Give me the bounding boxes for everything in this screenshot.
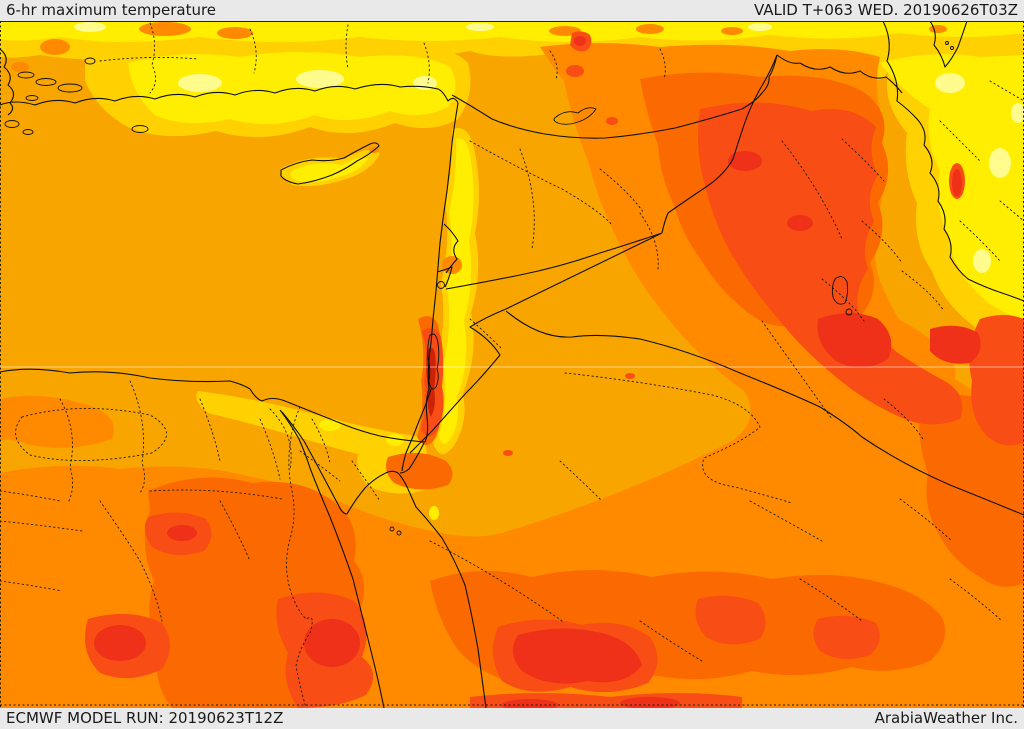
valid-time-label: VALID T+063 WED. 20190626T03Z: [753, 1, 1018, 19]
admin-boundaries: [0, 22, 1024, 708]
attribution-label: ArabiaWeather Inc.: [874, 709, 1018, 727]
weather-map: [0, 21, 1024, 708]
lakes: [427, 41, 954, 390]
country-borders: [399, 21, 1024, 516]
temperature-field: [0, 21, 1024, 708]
footer-bar: ECMWF MODEL RUN: 20190623T12Z ArabiaWeat…: [0, 708, 1024, 729]
map-title: 6-hr maximum temperature: [6, 1, 217, 19]
model-run-label: ECMWF MODEL RUN: 20190623T12Z: [6, 709, 284, 727]
coastlines: [0, 48, 487, 708]
header-bar: 6-hr maximum temperature VALID T+063 WED…: [0, 0, 1024, 21]
